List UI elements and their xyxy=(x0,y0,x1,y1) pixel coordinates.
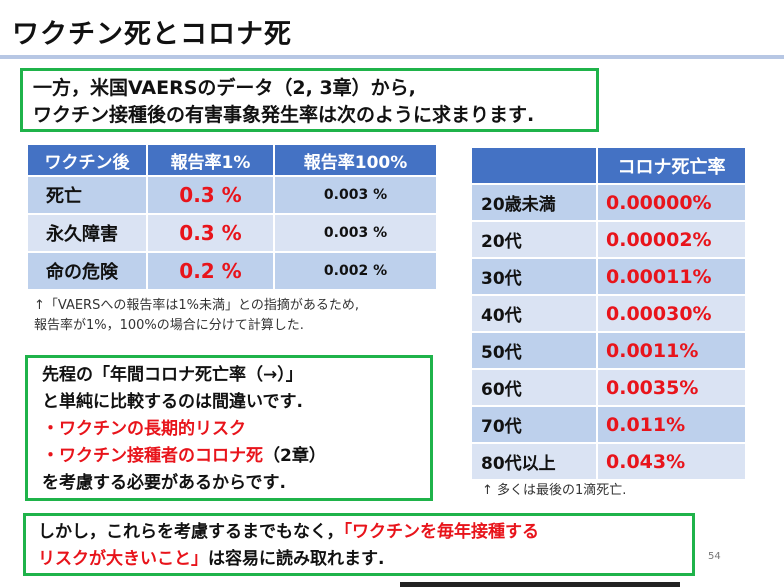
age-group: 70代 xyxy=(471,406,597,443)
slide-title: ワクチン死とコロナ死 xyxy=(12,19,292,50)
table-header-row: ワクチン後 報告率1% 報告率100% xyxy=(27,144,437,176)
death-rate: 0.00002% xyxy=(597,221,746,258)
intro-line-1: 一方，米国VAERSのデータ（2, 3章）から, xyxy=(33,77,416,99)
header-covid-death-rate: コロナ死亡率 xyxy=(597,147,746,184)
intro-line-2: ワクチン接種後の有害事象発生率は次のように求まります. xyxy=(33,104,535,126)
covid-table-note: ↑ 多くは最後の1滴死亡. xyxy=(482,483,627,498)
rate-100-value: 0.003 % xyxy=(274,214,437,252)
age-group: 50代 xyxy=(471,332,597,369)
bottom-edge-bar xyxy=(400,582,680,587)
age-group: 60代 xyxy=(471,369,597,406)
note-line-2: 報告率が1%，100%の場合に分けて計算した. xyxy=(34,318,304,333)
conclusion-part-2: は容易に読み取れます. xyxy=(208,549,385,569)
comparison-line-5: を考慮する必要があるからです. xyxy=(42,473,286,493)
header-age xyxy=(471,147,597,184)
comparison-line-2: と単純に比較するのは間違いです. xyxy=(42,392,303,412)
table-row: 60代 0.0035% xyxy=(471,369,746,406)
table-row: 70代 0.011% xyxy=(471,406,746,443)
rate-1-value: 0.3 % xyxy=(147,176,274,214)
conclusion-line-1: しかし，これらを考慮するまでもなく，「ワクチンを毎年接種する xyxy=(38,519,680,546)
bullet-covid-death: ・ワクチン接種者のコロナ死 xyxy=(42,446,263,466)
table-row: 40代 0.00030% xyxy=(471,295,746,332)
table-row: 50代 0.0011% xyxy=(471,332,746,369)
row-label: 死亡 xyxy=(27,176,147,214)
death-rate: 0.00011% xyxy=(597,258,746,295)
death-rate: 0.043% xyxy=(597,443,746,480)
table-row: 20歳未満 0.00000% xyxy=(471,184,746,221)
table-row: 死亡 0.3 % 0.003 % xyxy=(27,176,437,214)
header-vaccine: ワクチン後 xyxy=(27,144,147,176)
age-group: 40代 xyxy=(471,295,597,332)
rate-100-value: 0.002 % xyxy=(274,252,437,290)
conclusion-box: しかし，これらを考慮するまでもなく，「ワクチンを毎年接種する リスクが大きいこと… xyxy=(23,513,695,576)
conclusion-highlight-1: 「ワクチンを毎年接種する xyxy=(343,522,540,542)
table-row: 20代 0.00002% xyxy=(471,221,746,258)
death-rate: 0.0011% xyxy=(597,332,746,369)
age-group: 20歳未満 xyxy=(471,184,597,221)
conclusion-part-1: しかし，これらを考慮するまでもなく， xyxy=(38,522,344,542)
title-divider xyxy=(0,55,784,59)
age-group: 30代 xyxy=(471,258,597,295)
rate-1-value: 0.2 % xyxy=(147,252,274,290)
bullet-covid-death-line: ・ワクチン接種者のコロナ死（2章） xyxy=(42,443,416,470)
conclusion-highlight-2: リスクが大きいこと」 xyxy=(38,549,208,569)
table-header-row: コロナ死亡率 xyxy=(471,147,746,184)
bullet-long-term-risk: ・ワクチンの長期的リスク xyxy=(42,419,246,439)
intro-box: 一方，米国VAERSのデータ（2, 3章）から, ワクチン接種後の有害事象発生率… xyxy=(20,68,599,132)
table-row: 80代以上 0.043% xyxy=(471,443,746,480)
header-rate-100: 報告率100% xyxy=(274,144,437,176)
bullet-chapter-ref: （2章） xyxy=(263,446,326,466)
rate-100-value: 0.003 % xyxy=(274,176,437,214)
reporting-rate-note: ↑「VAERSへの報告率は1%未満」との指摘があるため, 報告率が1%，100%… xyxy=(34,296,359,336)
table-row: 命の危険 0.2 % 0.002 % xyxy=(27,252,437,290)
row-label: 命の危険 xyxy=(27,252,147,290)
rate-1-value: 0.3 % xyxy=(147,214,274,252)
page-number: 54 xyxy=(708,551,721,562)
table-row: 永久障害 0.3 % 0.003 % xyxy=(27,214,437,252)
comparison-box: 先程の「年間コロナ死亡率（→）」 と単純に比較するのは間違いです. ・ワクチンの… xyxy=(25,355,433,501)
death-rate: 0.00030% xyxy=(597,295,746,332)
conclusion-line-2: リスクが大きいこと」は容易に読み取れます. xyxy=(38,546,680,573)
age-group: 20代 xyxy=(471,221,597,258)
death-rate: 0.00000% xyxy=(597,184,746,221)
row-label: 永久障害 xyxy=(27,214,147,252)
vaccine-adverse-event-table: ワクチン後 報告率1% 報告率100% 死亡 0.3 % 0.003 % 永久障… xyxy=(27,144,437,290)
covid-death-rate-table: コロナ死亡率 20歳未満 0.00000% 20代 0.00002% 30代 0.00… xyxy=(471,147,746,480)
note-line-1: ↑「VAERSへの報告率は1%未満」との指摘があるため, xyxy=(34,298,359,313)
header-rate-1: 報告率1% xyxy=(147,144,274,176)
death-rate: 0.011% xyxy=(597,406,746,443)
comparison-line-1: 先程の「年間コロナ死亡率（→）」 xyxy=(42,365,303,385)
age-group: 80代以上 xyxy=(471,443,597,480)
table-row: 30代 0.00011% xyxy=(471,258,746,295)
death-rate: 0.0035% xyxy=(597,369,746,406)
